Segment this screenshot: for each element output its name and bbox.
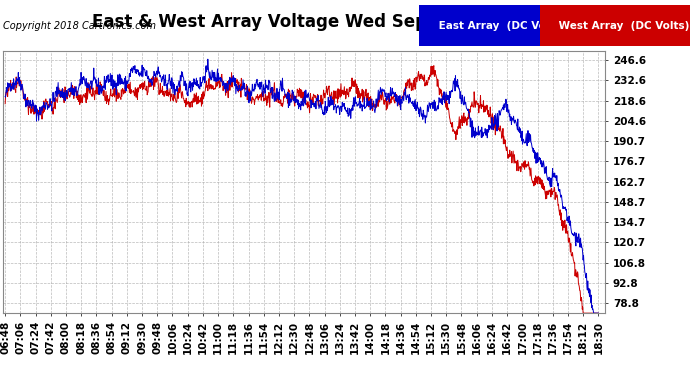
Text: East & West Array Voltage Wed Sep 19 18:48: East & West Array Voltage Wed Sep 19 18:… [92, 13, 515, 31]
Text: West Array  (DC Volts): West Array (DC Volts) [555, 21, 690, 31]
Text: East Array  (DC Volts): East Array (DC Volts) [435, 21, 569, 31]
Text: Copyright 2018 Cartronics.com: Copyright 2018 Cartronics.com [3, 21, 157, 31]
